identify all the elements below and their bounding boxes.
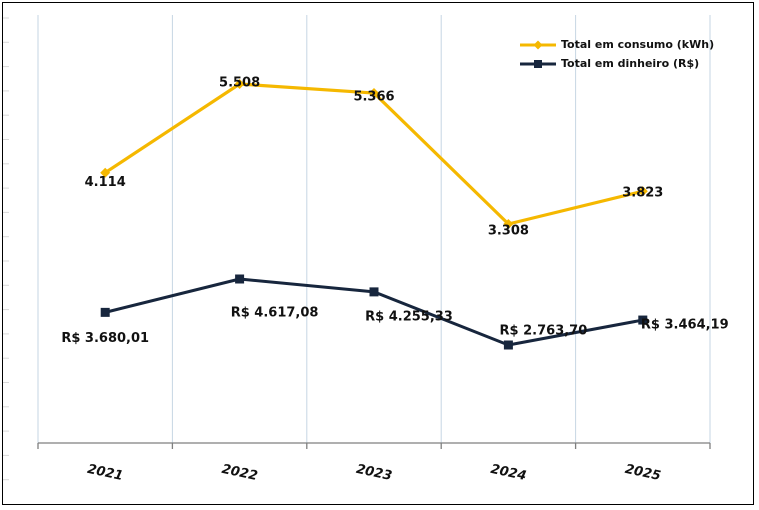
data-label: R$ 3.464,19 bbox=[641, 318, 729, 333]
legend-label: Total em dinheiro (R$) bbox=[561, 57, 699, 70]
legend-marker bbox=[533, 40, 543, 50]
data-labels: 4.114 5.508 5.366 3.308 3.823 R$ 3.680,01 R$ 4… bbox=[61, 76, 728, 346]
series-1-point bbox=[369, 88, 379, 99]
series-2-point bbox=[369, 287, 379, 297]
series-1-point bbox=[234, 79, 245, 89]
data-label: R$ 3.680,01 bbox=[61, 331, 149, 346]
data-label: 3.823 bbox=[622, 186, 663, 201]
gridlines bbox=[3, 15, 711, 481]
legend-label: Total em consumo (kWh) bbox=[561, 38, 714, 51]
chart-frame bbox=[2, 2, 754, 505]
x-tick-label: 2022 bbox=[220, 462, 259, 484]
series-2-point bbox=[638, 315, 648, 325]
data-label: R$ 4.617,08 bbox=[231, 306, 319, 321]
data-label: R$ 2.763,70 bbox=[500, 324, 588, 339]
series-line-1 bbox=[104, 82, 644, 226]
series-1-point bbox=[100, 167, 111, 178]
series-2-point bbox=[100, 307, 110, 317]
x-tick-labels: 2021 2022 2023 2024 2025 bbox=[86, 462, 662, 484]
x-tick-label: 2025 bbox=[624, 462, 663, 484]
data-label: R$ 4.255,33 bbox=[365, 309, 453, 324]
data-label: 5.508 bbox=[219, 76, 260, 91]
legend-marker bbox=[534, 60, 542, 68]
series-2-point bbox=[503, 340, 513, 350]
x-tick-label: 2024 bbox=[489, 462, 528, 484]
data-label: 4.114 bbox=[85, 175, 126, 190]
x-axis bbox=[37, 442, 711, 449]
legend: Total em consumo (kWh) Total em dinheiro … bbox=[520, 38, 714, 70]
series-layer bbox=[100, 79, 648, 350]
data-label: 5.366 bbox=[353, 90, 394, 105]
x-tick-label: 2021 bbox=[86, 462, 125, 484]
data-label: 3.308 bbox=[488, 224, 529, 239]
series-1-point bbox=[503, 219, 514, 229]
series-2-point bbox=[235, 274, 245, 284]
series-1-point bbox=[637, 186, 648, 197]
x-tick-label: 2023 bbox=[355, 462, 394, 484]
